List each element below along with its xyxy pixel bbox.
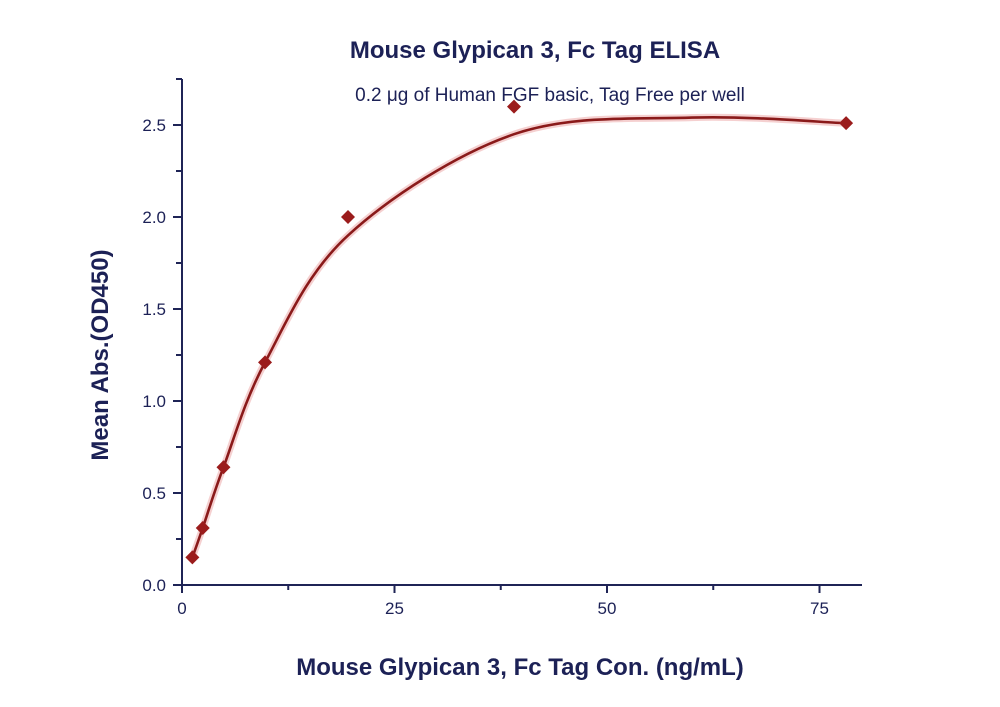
y-tick-label: 2.0 — [142, 208, 166, 227]
y-tick-label: 0.0 — [142, 576, 166, 595]
y-axis-label: Mean Abs.(OD450) — [87, 249, 114, 460]
y-tick-label: 0.5 — [142, 484, 166, 503]
y-tick-label: 1.5 — [142, 300, 166, 319]
x-tick-label: 75 — [810, 599, 829, 618]
data-point — [507, 99, 522, 114]
fit-curve-group — [188, 113, 850, 561]
axes: 0 25 50 75 0.0 0.5 1.0 1.5 2.0 2.5 — [142, 78, 862, 618]
x-tick-label: 25 — [385, 599, 404, 618]
data-point — [258, 355, 273, 370]
y-tick-label: 2.5 — [142, 116, 166, 135]
chart-title: Mouse Glypican 3, Fc Tag ELISA — [350, 37, 720, 64]
data-point — [195, 520, 210, 535]
data-point — [185, 550, 200, 565]
chart-subtitle: 0.2 μg of Human FGF basic, Tag Free per … — [355, 85, 745, 106]
x-tick-label: 50 — [598, 599, 617, 618]
fit-curve-glow — [188, 113, 850, 561]
y-tick-label: 1.0 — [142, 392, 166, 411]
x-axis-label: Mouse Glypican 3, Fc Tag Con. (ng/mL) — [296, 654, 744, 681]
data-point — [341, 210, 356, 224]
x-tick-label: 0 — [177, 599, 186, 618]
data-point — [839, 116, 854, 131]
data-point — [216, 460, 231, 475]
fit-curve — [191, 116, 848, 559]
data-points — [185, 99, 854, 565]
